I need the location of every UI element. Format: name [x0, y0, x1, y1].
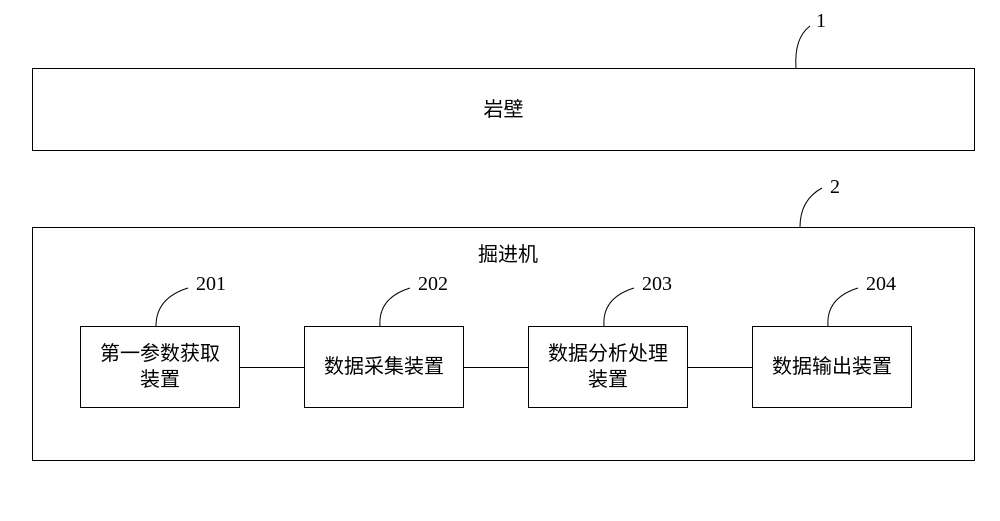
ref-label-1: 1 — [816, 10, 826, 33]
leader-path-container — [800, 188, 822, 227]
ref-label-2: 2 — [830, 176, 840, 199]
leader-path-b1 — [156, 288, 188, 326]
leader-path-b2 — [380, 288, 410, 326]
leader-path-b3 — [604, 288, 634, 326]
ref-label-204: 204 — [866, 273, 896, 296]
leader-svg — [0, 0, 1000, 521]
ref-label-201: 201 — [196, 273, 226, 296]
leader-path-b4 — [828, 288, 858, 326]
ref-label-203: 203 — [642, 273, 672, 296]
leader-path-top — [796, 26, 810, 68]
ref-label-202: 202 — [418, 273, 448, 296]
